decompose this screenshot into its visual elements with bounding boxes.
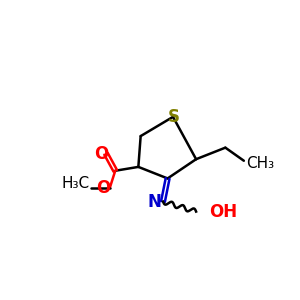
Text: N: N — [148, 193, 161, 211]
Text: OH: OH — [209, 202, 237, 220]
Text: O: O — [97, 179, 111, 197]
Text: CH₃: CH₃ — [246, 155, 274, 170]
Text: O: O — [94, 145, 109, 163]
Text: S: S — [168, 108, 180, 126]
Text: H₃C: H₃C — [61, 176, 89, 191]
